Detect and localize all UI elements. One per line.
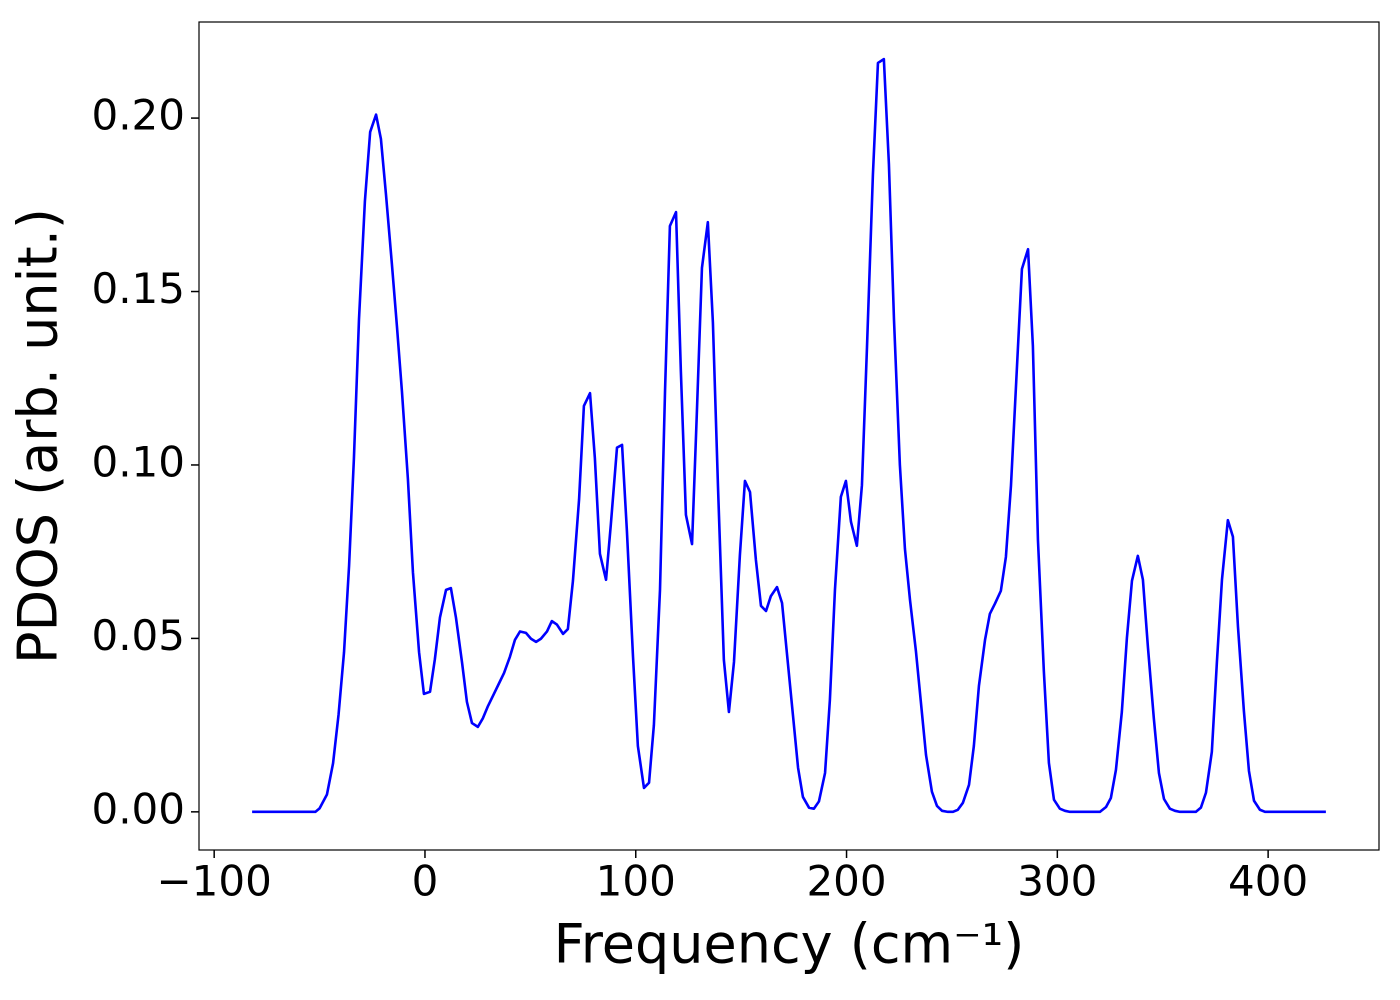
y-tick-label: 0.20 — [91, 91, 185, 140]
y-tick-label: 0.10 — [91, 437, 185, 486]
y-tick-label: 0.15 — [91, 264, 185, 313]
x-tick-label: −100 — [156, 857, 271, 906]
data-line — [252, 57, 1326, 814]
x-tick-label: 400 — [1228, 857, 1308, 906]
x-axis-label: Frequency (cm⁻¹) — [554, 913, 1025, 976]
y-tick-label: 0.00 — [91, 784, 185, 833]
y-tick-label: 0.05 — [91, 611, 185, 660]
y-axis-label: PDOS (arb. unit.) — [7, 208, 70, 664]
x-tick-label: 200 — [806, 857, 886, 906]
plot-frame — [198, 21, 1380, 851]
x-tick-label: 300 — [1017, 857, 1097, 906]
x-tick-label: 100 — [596, 857, 676, 906]
x-tick-label: 0 — [412, 857, 439, 906]
